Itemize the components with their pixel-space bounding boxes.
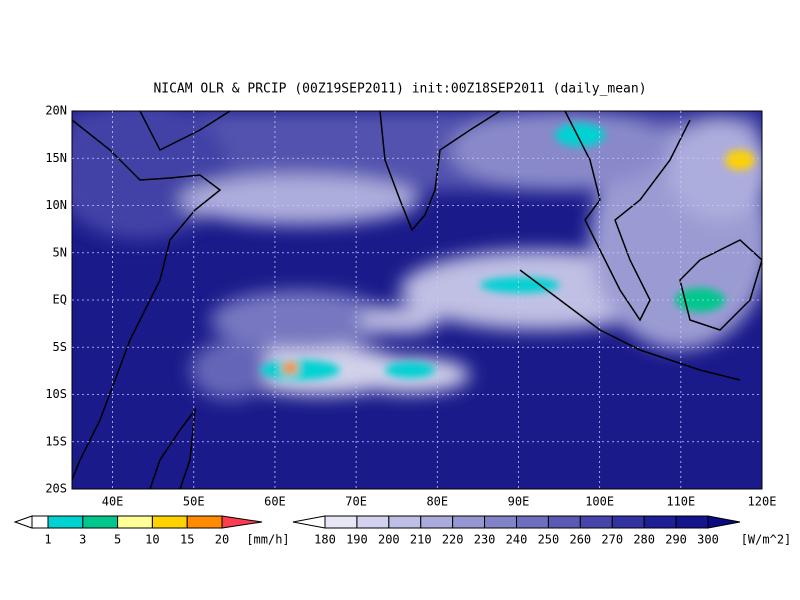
legend-box	[31, 515, 49, 529]
legends: 1 3 5 10 15 20 [mm/h] 180 190 200 210 220 230 240 250 2…	[13, 515, 792, 547]
legend-label: 180	[314, 533, 336, 547]
lon-label: 70E	[345, 495, 367, 509]
legend-box	[611, 515, 645, 529]
legend-box	[117, 515, 153, 529]
legend-box	[547, 515, 581, 529]
legend-label: 220	[442, 533, 464, 547]
legend-label: 280	[633, 533, 655, 547]
legend-box	[186, 515, 223, 529]
legend-box	[47, 515, 84, 529]
lon-label: 60E	[264, 495, 286, 509]
map-title: NICAM OLR & PRCIP (00Z19SEP2011) init:00…	[153, 82, 646, 97]
legend-label: 260	[569, 533, 591, 547]
legend-box	[82, 515, 119, 529]
legend-label: 250	[538, 533, 560, 547]
legend-box	[579, 515, 613, 529]
legend-label: 10	[145, 533, 159, 547]
legend-label: 200	[378, 533, 400, 547]
legend-label: 1	[44, 533, 51, 547]
legend-unit: [mm/h]	[246, 533, 289, 547]
lat-label: 5S	[53, 340, 67, 354]
lon-label: 40E	[102, 495, 124, 509]
lat-label: 10S	[45, 387, 67, 401]
legend-box	[151, 515, 188, 529]
lat-label: 20N	[45, 104, 67, 118]
lon-label: 120E	[748, 495, 777, 509]
lat-label: 15N	[45, 151, 67, 165]
axis-labels: 20N 15N 10N 5N EQ 5S 10S 15S 20S 40E 50E 60E 70E 80E 9…	[45, 104, 776, 509]
legend-label: 15	[180, 533, 194, 547]
lat-label: 20S	[45, 482, 67, 496]
legend-box	[388, 515, 422, 529]
legend-triangle	[707, 515, 741, 529]
legend-triangle	[13, 515, 33, 529]
lat-label: EQ	[53, 293, 67, 307]
lat-label: 5N	[53, 245, 67, 259]
legend-label: 300	[697, 533, 719, 547]
lon-label: 100E	[585, 495, 614, 509]
graticule	[72, 111, 762, 489]
legend-triangle	[221, 515, 263, 529]
legend-box	[516, 515, 549, 529]
legend-triangle	[292, 515, 326, 529]
lon-label: 80E	[426, 495, 448, 509]
lon-label: 110E	[666, 495, 695, 509]
legend-box	[420, 515, 454, 529]
legend-label: 290	[665, 533, 687, 547]
legend-label: 270	[601, 533, 623, 547]
legend-box	[324, 515, 358, 529]
legend-label: 210	[410, 533, 432, 547]
lon-label: 50E	[183, 495, 205, 509]
legend-box	[643, 515, 677, 529]
lon-label: 90E	[508, 495, 530, 509]
lat-label: 15S	[45, 434, 67, 448]
lat-label: 10N	[45, 198, 67, 212]
legend-box	[484, 515, 518, 529]
legend-label: 190	[346, 533, 368, 547]
legend-label: 3	[79, 533, 86, 547]
legend-label: 230	[474, 533, 496, 547]
map-field	[72, 111, 762, 489]
legend-label: 20	[215, 533, 229, 547]
legend-box	[356, 515, 390, 529]
legend-unit: [W/m^2]	[741, 533, 792, 547]
legend-box	[452, 515, 486, 529]
legend-label: 5	[114, 533, 121, 547]
legend-box	[675, 515, 709, 529]
legend-label: 240	[506, 533, 528, 547]
